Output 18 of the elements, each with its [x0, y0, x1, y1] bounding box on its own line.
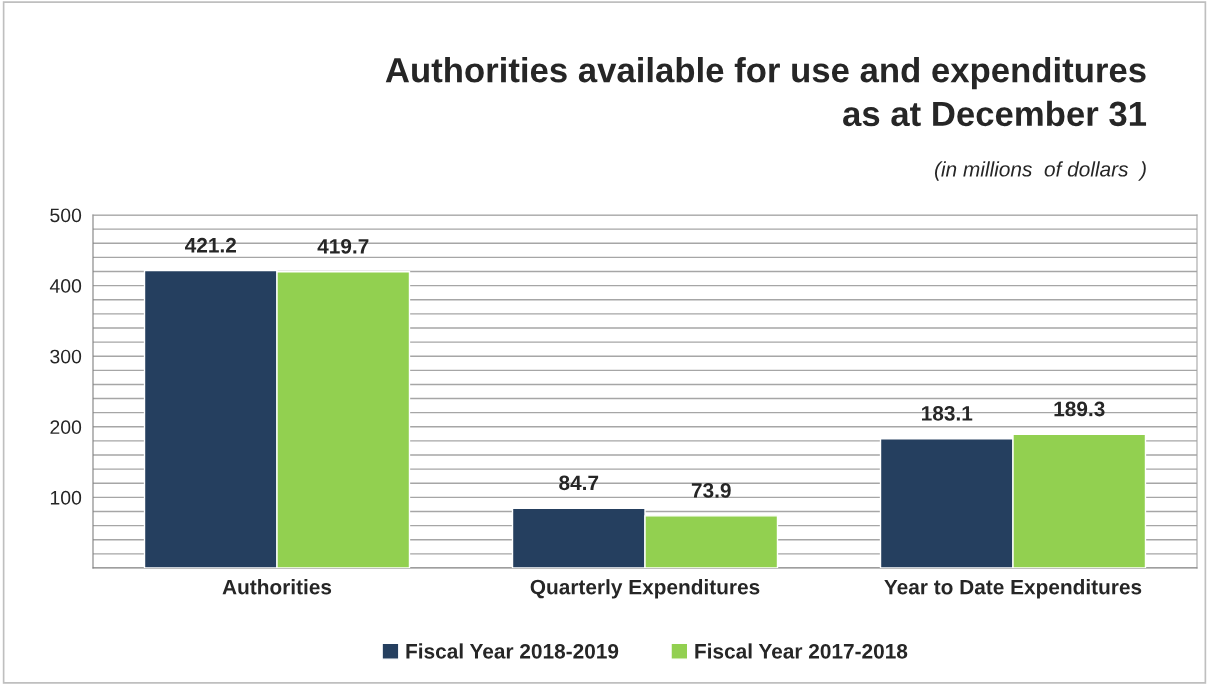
y-tick-label: 100	[50, 490, 82, 505]
y-tick-label: 200	[50, 420, 82, 435]
data-label: 419.7	[317, 238, 369, 254]
chart-subtitle: (in millions of dollars )	[934, 161, 1146, 181]
x-tick-label: Quarterly Expenditures	[530, 579, 760, 599]
data-label: 189.3	[1054, 401, 1105, 417]
x-tick-label: Authorities	[222, 579, 332, 595]
chart-title: Authorities available for use and expenditures as at December 31	[385, 56, 1147, 127]
data-label: 73.9	[691, 483, 731, 498]
x-tick-label: Year to Date Expenditures	[884, 579, 1142, 599]
y-tick-label: 400	[49, 279, 82, 293]
y-tick-label: 300	[50, 349, 82, 364]
data-label: 183.1	[922, 405, 973, 421]
data-label: 84.7	[559, 475, 599, 491]
y-tick-label: 500	[50, 208, 82, 223]
legend-label: Fiscal Year 2018-2019	[406, 643, 619, 659]
legend-label: Fiscal Year 2017-2018	[695, 643, 908, 659]
data-label: 421.2	[185, 237, 236, 253]
